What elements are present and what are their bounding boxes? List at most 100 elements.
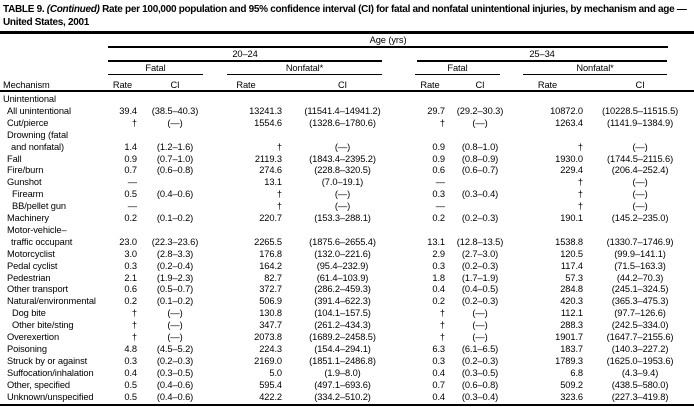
row-label: Motorcyclist	[7, 248, 55, 259]
ci-cell: (206.4–252.4)	[611, 165, 669, 176]
rate-cell: 0.4	[432, 284, 445, 295]
table-row: Firearm 0.5 (0.4–0.6) † (—) 0.3 (0.3–0.4) † (—)	[0, 189, 694, 201]
rate-cell: 506.9	[259, 296, 282, 307]
age-group-label: Age (yrs)	[108, 35, 669, 48]
rate-cell: 1901.7	[555, 332, 583, 343]
rate-cell: 0.4	[124, 367, 137, 378]
ci-cell: (286.2–459.3)	[314, 284, 371, 295]
row-label: Other bite/sting	[12, 320, 74, 331]
row-label: Pedal cyclist	[7, 260, 58, 271]
ci-cell: (11541.4–14941.2)	[304, 105, 381, 116]
row-label: Other, specified	[7, 379, 70, 390]
table-row: Gunshot — 13.1 (7.0–19.1) — † (—)	[0, 177, 694, 189]
rate-cell: 2.9	[432, 248, 445, 259]
section-row: Unintentional	[0, 91, 694, 106]
ci-cell: (—)	[167, 308, 183, 319]
ci-cell: (0.6–0.8)	[461, 379, 499, 390]
ci-cell: (—)	[632, 201, 648, 212]
row-label: Drowning (fatal and nonfatal)	[0, 130, 108, 154]
nonfatal-header-20-24: Nonfatal*	[210, 62, 400, 75]
row-label: Fall	[7, 153, 22, 164]
table-row: All unintentional 39.4 (38.5–40.3) 13241.3 (…	[0, 106, 694, 118]
header-empty-cell	[0, 35, 108, 48]
table-row: Motorcyclist 3.0 (2.8–3.3) 176.8 (132.0–221.…	[0, 249, 694, 261]
ci-cell: (242.5–334.0)	[611, 320, 669, 331]
column-gap	[400, 225, 415, 249]
ci-cell: (—)	[472, 320, 488, 331]
ci-cell: (—)	[472, 308, 488, 319]
table-row: Drowning (fatal and nonfatal) 1.4 (1.2–1.6)…	[0, 130, 694, 154]
table-row: Suffocation/inhalation 0.4 (0.3–0.5) 5.0 (1.…	[0, 368, 694, 380]
rate-column-header: Rate	[512, 75, 586, 92]
ci-cell: (0.8–0.9)	[461, 153, 499, 164]
row-label-line1: Drowning (fatal	[7, 129, 69, 140]
rate-cell: 0.7	[124, 165, 137, 176]
header-empty-cell	[0, 62, 108, 75]
rate-cell: 120.5	[560, 248, 583, 259]
ci-cell: (227.3–419.8)	[611, 391, 669, 402]
table-row: Other transport 0.6 (0.5–0.7) 372.7 (286.2–4…	[0, 284, 694, 296]
rate-cell: 274.6	[259, 165, 282, 176]
header-row-columns: Mechanism Rate CI Rate CI Rate CI Rate C…	[0, 75, 694, 92]
rate-cell: †	[577, 177, 583, 188]
row-label: Unknown/unspecified	[7, 391, 94, 402]
rate-cell: 284.8	[560, 284, 583, 295]
ci-cell: (—)	[472, 332, 488, 343]
column-gap	[400, 273, 415, 285]
rate-cell: 595.4	[259, 379, 282, 390]
ci-cell: (2.7–3.0)	[461, 248, 499, 259]
table-title-continued: (Continued)	[46, 4, 100, 15]
ci-cell: (0.2–0.3)	[156, 355, 194, 366]
rate-cell: †	[131, 320, 137, 331]
rate-cell: †	[131, 308, 137, 319]
rate-cell: 220.7	[259, 213, 282, 224]
rate-cell: 2.1	[124, 272, 137, 283]
rate-cell: 0.3	[432, 355, 445, 366]
row-label: Suffocation/inhalation	[7, 367, 94, 378]
rate-cell: †	[276, 141, 282, 152]
table-row: Pedestrian 2.1 (1.9–2.3) 82.7 (61.4–103.9) 1.…	[0, 273, 694, 285]
rate-cell: 0.3	[432, 260, 445, 271]
ci-cell: (0.7–1.0)	[156, 153, 194, 164]
ci-cell: (1689.2–2458.5)	[309, 332, 376, 343]
ci-cell: (71.5–163.3)	[614, 260, 666, 271]
ci-cell: (1843.4–2395.2)	[309, 153, 376, 164]
rate-cell: —	[435, 201, 445, 212]
ci-cell: (1744.5–2115.6)	[607, 153, 674, 164]
rate-cell: 39.4	[119, 105, 137, 116]
rate-cell: †	[439, 332, 445, 343]
table-row: Unknown/unspecified 0.5 (0.4–0.6) 422.2 (334…	[0, 392, 694, 405]
column-gap	[400, 154, 415, 166]
ci-cell: (0.4–0.6)	[156, 379, 194, 390]
column-gap	[400, 296, 415, 308]
age-band-25-34: 25–34	[415, 48, 694, 62]
ci-cell: (—)	[167, 320, 183, 331]
rate-cell: †	[439, 117, 445, 128]
rate-cell: 229.4	[560, 165, 583, 176]
ci-cell: (1647.7–2155.6)	[606, 332, 674, 343]
ci-cell: (0.2–0.4)	[156, 260, 194, 271]
rate-cell: 190.1	[560, 213, 583, 224]
rate-cell: 509.2	[560, 379, 583, 390]
ci-cell: (0.2–0.3)	[461, 260, 499, 271]
column-gap	[400, 48, 415, 62]
rate-cell: †	[276, 201, 282, 212]
rate-cell: †	[276, 189, 282, 200]
column-gap	[400, 201, 415, 213]
row-label: Poisoning	[7, 343, 47, 354]
ci-cell: (—)	[167, 117, 183, 128]
column-gap	[400, 118, 415, 130]
rate-cell: 288.3	[560, 320, 583, 331]
rate-cell: 0.9	[432, 141, 445, 152]
table-row: Machinery 0.2 (0.1–0.2) 220.7 (153.3–288.1) 0…	[0, 213, 694, 225]
ci-cell: (0.4–0.6)	[156, 189, 194, 200]
rate-cell: 0.3	[124, 260, 137, 271]
column-gap	[400, 75, 415, 92]
rate-cell: 112.1	[560, 308, 583, 319]
table-row: Motor-vehicle– traffic occupant 23.0 (22.3–…	[0, 225, 694, 249]
ci-cell: (—)	[632, 189, 648, 200]
header-row-outcome: Fatal Nonfatal* Fatal Nonfatal*	[0, 62, 694, 75]
ci-cell: (391.4–622.3)	[314, 296, 371, 307]
rate-cell: 117.4	[560, 260, 583, 271]
rate-cell: 4.8	[124, 343, 137, 354]
